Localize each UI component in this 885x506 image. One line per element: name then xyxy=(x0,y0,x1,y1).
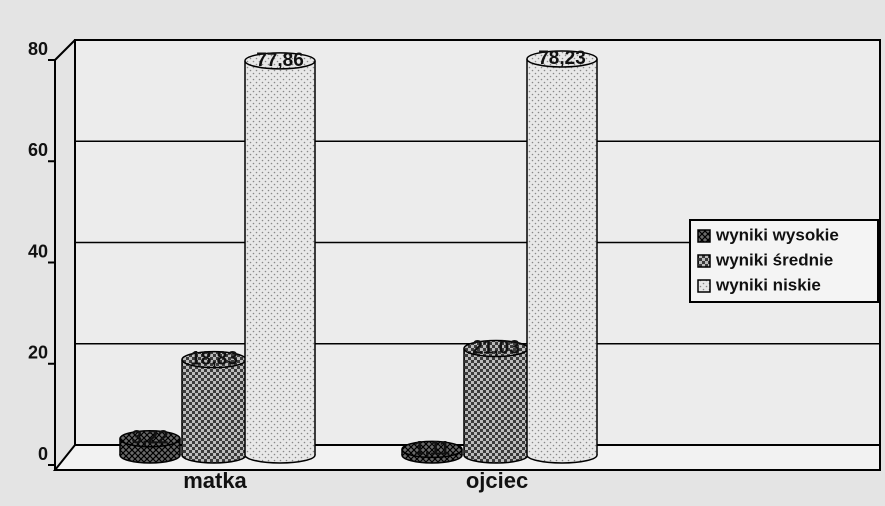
legend-swatch xyxy=(697,254,711,268)
value-label: 78,23 xyxy=(538,48,586,69)
value-label: 3,22 xyxy=(132,428,169,449)
x-tick-label: matka xyxy=(183,468,247,493)
legend-label: wyniki wysokie xyxy=(715,225,839,244)
value-label: 77,86 xyxy=(256,50,304,71)
bar xyxy=(182,359,246,455)
axis-edge xyxy=(54,39,76,61)
bar-top xyxy=(401,440,463,459)
value-label: 1,11 xyxy=(414,438,450,459)
legend-label: wyniki średnie xyxy=(715,250,833,269)
bar xyxy=(527,58,597,455)
legend-box xyxy=(689,219,879,303)
bar xyxy=(464,348,528,455)
y-tick-label: 60 xyxy=(28,140,48,160)
value-label: 21,03 xyxy=(472,338,520,359)
legend-swatch xyxy=(697,279,711,293)
bar-top xyxy=(526,50,598,68)
value-label: 18,83 xyxy=(190,349,238,370)
bar xyxy=(245,60,315,456)
legend-label: wyniki niskie xyxy=(715,275,821,294)
y-tick-label: 40 xyxy=(28,241,48,261)
x-tick-label: ojciec xyxy=(466,468,528,493)
y-tick-label: 0 xyxy=(38,444,48,464)
y-tick-label: 80 xyxy=(28,39,48,59)
bar-top xyxy=(119,429,181,448)
legend-swatch xyxy=(697,229,711,243)
bar-top xyxy=(244,52,316,70)
y-tick-label: 20 xyxy=(28,343,48,363)
